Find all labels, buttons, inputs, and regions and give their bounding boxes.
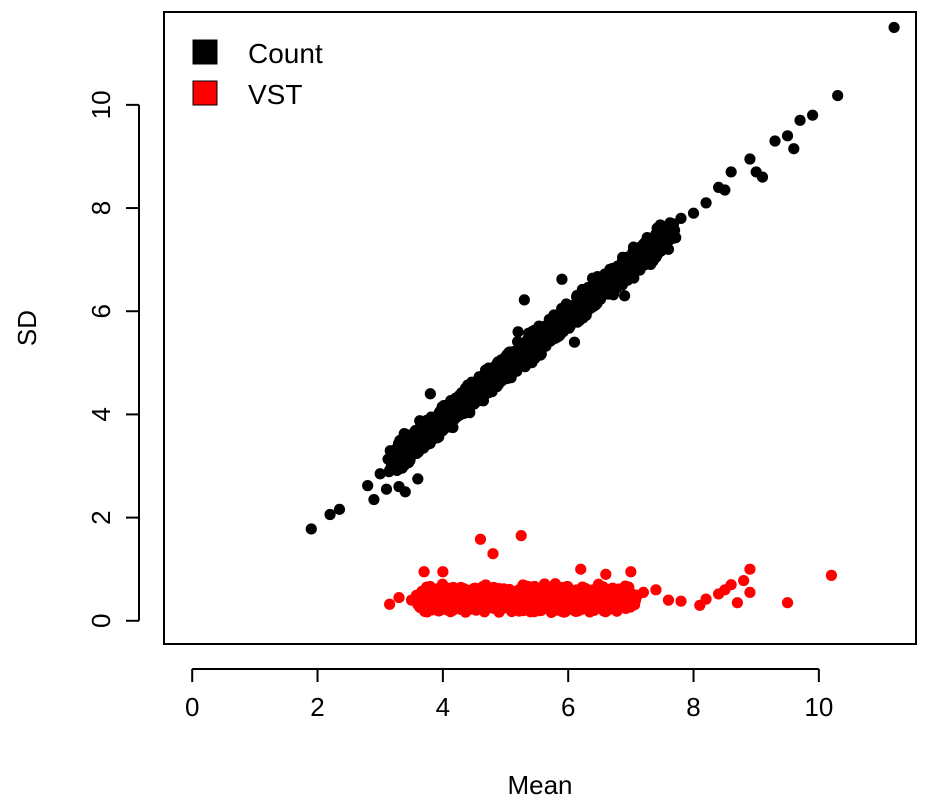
- count-point: [531, 341, 543, 353]
- count-point: [468, 398, 480, 410]
- count-point: [556, 273, 568, 285]
- count-point: [386, 452, 398, 464]
- count-point: [662, 243, 675, 255]
- count-point: [756, 171, 769, 183]
- count-point: [788, 143, 800, 155]
- count-point: [415, 431, 428, 443]
- count-point: [550, 331, 562, 343]
- y-tick-label: 8: [86, 201, 116, 215]
- count-point: [333, 503, 346, 515]
- x-tick-label: 0: [185, 692, 199, 722]
- count-point: [585, 290, 598, 302]
- plot-frame: [163, 11, 917, 645]
- count-point: [362, 480, 374, 492]
- count-point: [769, 135, 781, 147]
- y-axis: 0 2 4 6 8 10: [86, 90, 140, 628]
- count-point: [619, 290, 631, 302]
- count-point: [675, 212, 687, 224]
- count-point: [637, 247, 649, 259]
- count-point: [700, 197, 712, 209]
- count-point: [781, 130, 794, 142]
- count-point: [616, 279, 628, 291]
- count-point: [518, 346, 530, 358]
- count-point: [794, 114, 806, 126]
- count-point: [512, 326, 524, 338]
- count-point: [374, 468, 386, 480]
- count-point: [305, 523, 317, 535]
- count-point: [499, 362, 512, 374]
- count-point: [560, 312, 572, 324]
- count-point: [412, 443, 424, 455]
- count-point: [502, 349, 514, 361]
- x-tick-label: 10: [804, 692, 833, 722]
- count-point: [475, 377, 487, 389]
- x-tick-label: 2: [310, 692, 324, 722]
- y-tick-label: 4: [86, 407, 116, 421]
- count-point: [424, 418, 436, 430]
- y-tick-label: 10: [86, 90, 116, 119]
- count-point: [687, 207, 700, 219]
- count-point: [324, 508, 336, 521]
- count-point: [607, 262, 619, 275]
- x-axis: 0 2 4 6 8 10: [185, 668, 833, 722]
- count-point: [518, 294, 530, 306]
- count-point: [424, 388, 436, 400]
- count-point: [607, 270, 619, 283]
- count-point: [832, 89, 844, 102]
- y-tick-label: 6: [86, 304, 116, 318]
- x-tick-label: 8: [686, 692, 700, 722]
- count-point: [443, 413, 455, 426]
- count-point: [543, 313, 555, 326]
- count-point: [412, 473, 424, 485]
- count-point: [888, 21, 900, 34]
- count-point: [725, 166, 737, 178]
- count-point: [625, 256, 637, 268]
- count-point: [608, 286, 620, 298]
- count-point: [744, 153, 756, 165]
- data-points: [305, 21, 900, 618]
- count-point: [568, 336, 581, 348]
- count-point: [719, 184, 731, 196]
- y-tick-label: 0: [86, 614, 116, 628]
- count-point: [400, 454, 412, 466]
- count-point: [399, 486, 411, 498]
- y-tick-label: 2: [86, 510, 116, 524]
- count-point: [807, 109, 819, 121]
- count-point: [387, 460, 399, 472]
- count-point: [656, 228, 668, 240]
- count-point: [483, 373, 495, 385]
- x-tick-label: 4: [436, 692, 450, 722]
- count-point: [450, 392, 462, 404]
- count-point: [540, 327, 552, 339]
- count-point: [368, 493, 380, 506]
- count-point: [600, 279, 612, 292]
- count-point: [431, 429, 443, 441]
- count-point: [380, 483, 393, 495]
- count-point: [479, 364, 492, 376]
- x-tick-label: 6: [561, 692, 575, 722]
- count-point: [492, 372, 504, 384]
- count-point: [624, 265, 636, 277]
- count-point: [643, 236, 655, 248]
- x-axis-label: Mean: [507, 770, 572, 800]
- y-axis-label: SD: [12, 310, 42, 346]
